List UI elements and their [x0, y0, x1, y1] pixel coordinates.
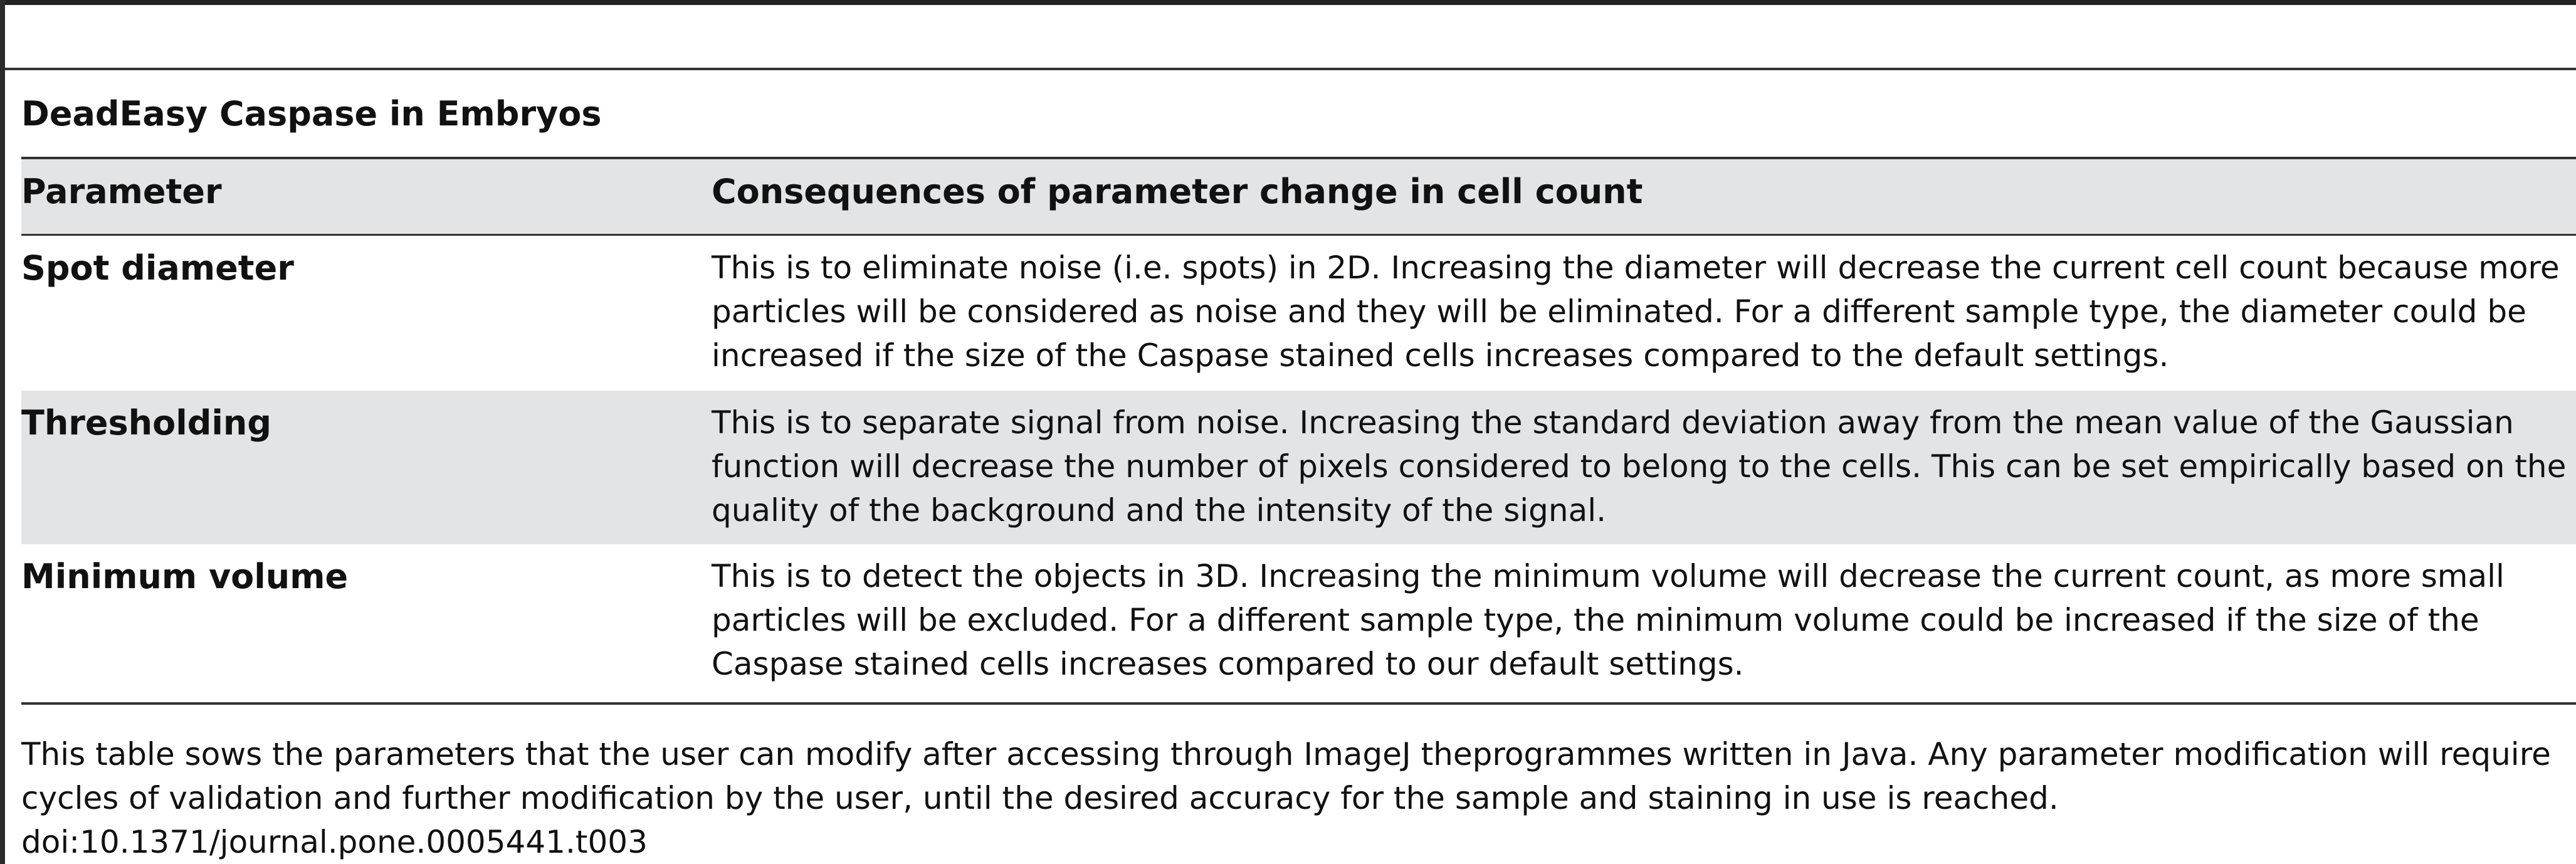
top-rule — [5, 0, 2576, 5]
consequence-cell: This is to detect the objects in 3D. Inc… — [712, 558, 2505, 682]
column-header-parameter: Parameter — [21, 172, 222, 211]
header-rule — [5, 68, 2576, 70]
bottom-rule — [21, 702, 2576, 705]
table-title: DeadEasy Caspase in Embryos — [21, 94, 602, 134]
consequence-cell: This is to eliminate noise (i.e. spots) … — [712, 250, 2560, 374]
parameter-cell: Spot diameter — [21, 248, 294, 288]
parameter-cell: Thresholding — [21, 403, 271, 443]
column-header-consequences: Consequences of parameter change in cell… — [712, 172, 1643, 211]
doi-link[interactable]: doi:10.1371/journal.pone.0005441.t003 — [21, 824, 648, 860]
table-row: Spot diameter This is to eliminate noise… — [21, 236, 2576, 391]
consequence-cell: This is to separate signal from noise. I… — [712, 404, 2567, 529]
table-footnote: This table sows the parameters that the … — [21, 736, 2551, 816]
parameter-cell: Minimum volume — [21, 557, 349, 596]
table-row: Thresholding This is to separate signal … — [21, 391, 2576, 544]
table-row: Minimum volume This is to detect the obj… — [21, 544, 2576, 703]
table-header-row: Parameter Consequences of parameter chan… — [21, 157, 2576, 236]
